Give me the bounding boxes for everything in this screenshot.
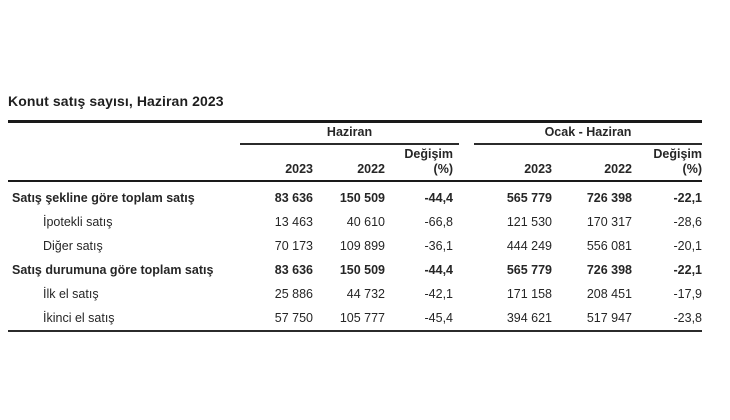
table-cell: 208 451 [586, 287, 632, 301]
table-cell: 565 779 [506, 263, 552, 277]
table-cell: -28,6 [673, 215, 703, 229]
group-header-jan-june: Ocak - Haziran [544, 125, 632, 139]
row-label: İkinci el satış [43, 311, 115, 325]
col-header-june-2023: 2023 [285, 162, 313, 176]
row-label: İlk el satış [43, 287, 99, 301]
year-header-spacer [8, 162, 240, 176]
table-cell: 171 158 [506, 287, 552, 301]
year-header-row: 2023 2022 (%) 2023 2022 (%) [8, 162, 702, 176]
table-cell: 105 777 [339, 311, 385, 325]
row-label: Diğer satış [43, 239, 103, 253]
table-cell: -44,4 [424, 263, 454, 277]
table-cell: 44 732 [346, 287, 385, 301]
row-label: İpotekli satış [43, 215, 113, 229]
group-header-june: Haziran [326, 125, 373, 139]
table-cell: 70 173 [274, 239, 313, 253]
col-header-janjune-2023: 2023 [524, 162, 552, 176]
table-cell: 394 621 [506, 311, 552, 325]
table-body: Satış şekline göre toplam satış 83 636 1… [8, 186, 702, 330]
table-cell: 40 610 [346, 215, 385, 229]
table-cell: -45,4 [424, 311, 454, 325]
table-cell: -36,1 [424, 239, 454, 253]
table-cell: -66,8 [424, 215, 454, 229]
table-cell: 170 317 [586, 215, 632, 229]
table-cell: -20,1 [673, 239, 703, 253]
table-cell: -22,1 [673, 191, 703, 205]
table-cell: 83 636 [274, 263, 313, 277]
table-cell: 13 463 [274, 215, 313, 229]
col-header-janjune-2022: 2022 [604, 162, 632, 176]
col-header-june-percent: (%) [433, 162, 453, 176]
table-cell: 83 636 [274, 191, 313, 205]
change-header-june: Değişim [404, 147, 453, 161]
table-cell: 565 779 [506, 191, 552, 205]
table-cell: 726 398 [586, 191, 632, 205]
table-cell: 150 509 [339, 191, 385, 205]
table-cell: -17,9 [673, 287, 703, 301]
group-underline-jan-june [474, 143, 702, 145]
table-cell: -22,1 [673, 263, 703, 277]
header-bottom-rule [8, 179, 702, 182]
table-cell: -42,1 [424, 287, 454, 301]
table-top-rule [8, 120, 702, 123]
table-cell: -44,4 [424, 191, 454, 205]
table-cell: 109 899 [339, 239, 385, 253]
table-cell: 25 886 [274, 287, 313, 301]
page-title: Konut satış sayısı, Haziran 2023 [8, 93, 224, 109]
table-cell: 57 750 [274, 311, 313, 325]
row-label: Satış durumuna göre toplam satış [12, 263, 214, 277]
table-bottom-rule [8, 330, 702, 332]
housing-sales-table: Haziran Ocak - Haziran Değişim Değişim 2… [8, 120, 702, 334]
table-cell: 517 947 [586, 311, 632, 325]
row-label: Satış şekline göre toplam satış [12, 191, 195, 205]
table-cell: 150 509 [339, 263, 385, 277]
group-underline-june [240, 143, 459, 145]
table-cell: 556 081 [586, 239, 632, 253]
table-cell: 726 398 [586, 263, 632, 277]
col-header-june-2022: 2022 [357, 162, 385, 176]
change-header-jan-june: Değişim [653, 147, 702, 161]
table-cell: 444 249 [506, 239, 552, 253]
table-cell: 121 530 [506, 215, 552, 229]
table-cell: -23,8 [673, 311, 703, 325]
col-header-janjune-percent: (%) [682, 162, 702, 176]
